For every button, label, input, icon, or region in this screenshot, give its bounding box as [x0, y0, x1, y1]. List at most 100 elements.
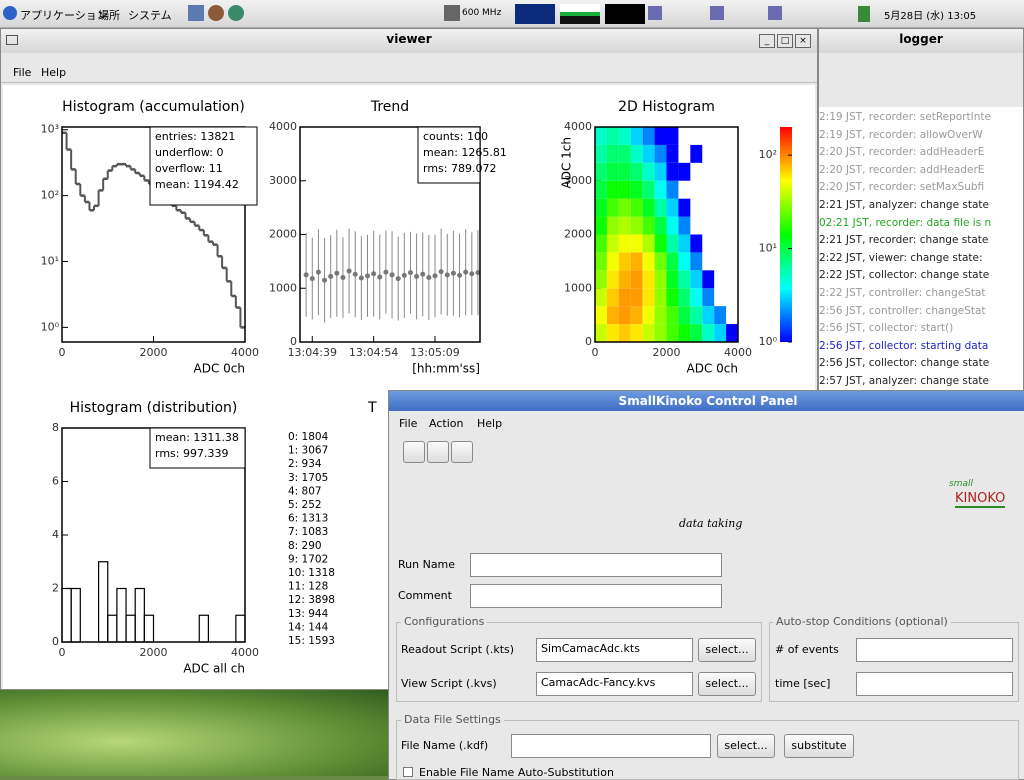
channel-value: 7: 1083: [288, 526, 328, 538]
plot-title: T: [367, 400, 377, 416]
histogram-bin: [135, 589, 144, 643]
stop-button[interactable]: [427, 441, 449, 463]
heatmap-cell: [631, 163, 643, 181]
log-line: 2:56 JST, controller: changeStat: [819, 305, 986, 317]
heatmap-cell: [619, 235, 631, 253]
y-tick-label: 2000: [269, 228, 297, 241]
heatmap-cell: [619, 252, 631, 270]
z-tick-label: 10²: [759, 148, 777, 161]
select-button[interactable]: select...: [717, 734, 775, 758]
substitute-button[interactable]: substitute: [784, 734, 854, 758]
heatmap-cell: [667, 324, 679, 342]
quit-button[interactable]: [451, 441, 473, 463]
readout-input[interactable]: SimCamacAdc.kts: [536, 638, 693, 662]
heatmap-cell: [678, 306, 690, 324]
histogram-bin: [71, 589, 80, 643]
heatmap-cell: [619, 306, 631, 324]
heatmap-cell: [678, 252, 690, 270]
heatmap-cell: [607, 163, 619, 181]
start-button[interactable]: [403, 441, 425, 463]
heatmap-cell: [690, 252, 702, 270]
logo-small: small: [949, 479, 973, 489]
z-tick-label: 10⁰: [759, 335, 778, 348]
heatmap-cell: [655, 270, 667, 288]
heatmap-cell: [607, 217, 619, 235]
heatmap-cell: [631, 199, 643, 217]
trend-point: [457, 273, 462, 278]
view-input[interactable]: CamacAdc-Fancy.kvs: [536, 672, 693, 696]
menu-help[interactable]: Help: [477, 417, 502, 430]
x-tick-label: 0: [592, 346, 599, 359]
trend-point: [383, 270, 388, 275]
heatmap-cell: [619, 127, 631, 145]
trend-point: [316, 270, 321, 275]
heatmap-cell: [655, 235, 667, 253]
file-name-label: File Name (.kdf): [401, 739, 488, 752]
heatmap-cell: [702, 270, 714, 288]
channel-value: 2: 934: [288, 458, 322, 470]
trend-point: [463, 270, 468, 275]
file-name-input[interactable]: [511, 734, 711, 758]
log-line: 2:56 JST, collector: change state: [819, 357, 989, 369]
stats-line: mean: 1311.38: [155, 431, 239, 444]
y-tick-label: 1000: [564, 281, 592, 294]
auto-substitution-label[interactable]: Enable File Name Auto-Substitution: [419, 766, 614, 779]
heatmap-cell: [643, 217, 655, 235]
time-label: time [sec]: [775, 677, 830, 690]
trend-point: [469, 271, 474, 276]
heatmap-cell: [678, 288, 690, 306]
run-name-input[interactable]: [470, 553, 722, 577]
heatmap-cell: [619, 199, 631, 217]
heatmap-cell: [643, 199, 655, 217]
heatmap-cell: [607, 288, 619, 306]
heatmap-cell: [595, 324, 607, 342]
heatmap-cell: [678, 163, 690, 181]
heatmap-cell: [655, 145, 667, 163]
log-line: 2:20 JST, recorder: addHeaderE: [819, 164, 984, 176]
channel-value: 9: 1702: [288, 553, 328, 565]
heatmap-cell: [631, 235, 643, 253]
z-tick-label: 10¹: [759, 242, 777, 255]
time-input[interactable]: [856, 672, 1013, 696]
heatmap-cell: [690, 288, 702, 306]
x-tick-label: 0: [59, 646, 66, 659]
histogram-bin: [99, 562, 108, 642]
y-tick-label: 2000: [564, 228, 592, 241]
channel-value: 8: 290: [288, 540, 322, 552]
log-line: 2:56 JST, collector: start(): [819, 322, 953, 334]
channel-value: 13: 944: [288, 608, 329, 620]
heatmap-cell: [619, 217, 631, 235]
caption: data taking: [679, 517, 742, 530]
y-tick-label: 0: [585, 335, 592, 348]
heatmap-cell: [667, 288, 679, 306]
heatmap-cell: [607, 235, 619, 253]
heatmap-cell: [619, 270, 631, 288]
log-line: 2:56 JST, collector: starting data: [819, 340, 988, 352]
comment-input[interactable]: [470, 584, 722, 608]
trend-point: [377, 274, 382, 279]
heatmap-cell: [643, 235, 655, 253]
select-button[interactable]: select...: [698, 638, 756, 662]
heatmap-cell: [595, 235, 607, 253]
stats-line: underflow: 0: [155, 146, 223, 159]
trend-point: [426, 275, 431, 280]
heatmap-cell: [678, 270, 690, 288]
heatmap-cell: [643, 252, 655, 270]
menu-action[interactable]: Action: [429, 417, 463, 430]
select-button[interactable]: select...: [698, 672, 756, 696]
plot-title: 2D Histogram: [618, 99, 715, 115]
control-panel: SmallKinoko Control Panel File Action He…: [388, 390, 1024, 780]
log-line: 2:21 JST, recorder: change state: [819, 234, 988, 246]
tray-icon[interactable]: [858, 6, 870, 22]
events-input[interactable]: [856, 638, 1013, 662]
log-line: 2:19 JST, recorder: allowOverW: [819, 129, 983, 141]
plot-title: Histogram (distribution): [70, 400, 238, 416]
clock[interactable]: 5月28日 (水) 13:05: [884, 7, 976, 22]
heatmap-cell: [607, 306, 619, 324]
menu-file[interactable]: File: [399, 417, 417, 430]
channel-value: 4: 807: [288, 485, 322, 497]
x-tick-label: 13:04:54: [349, 346, 398, 359]
trend-point: [328, 274, 333, 279]
heatmap-cell: [595, 217, 607, 235]
heatmap-cell: [690, 235, 702, 253]
